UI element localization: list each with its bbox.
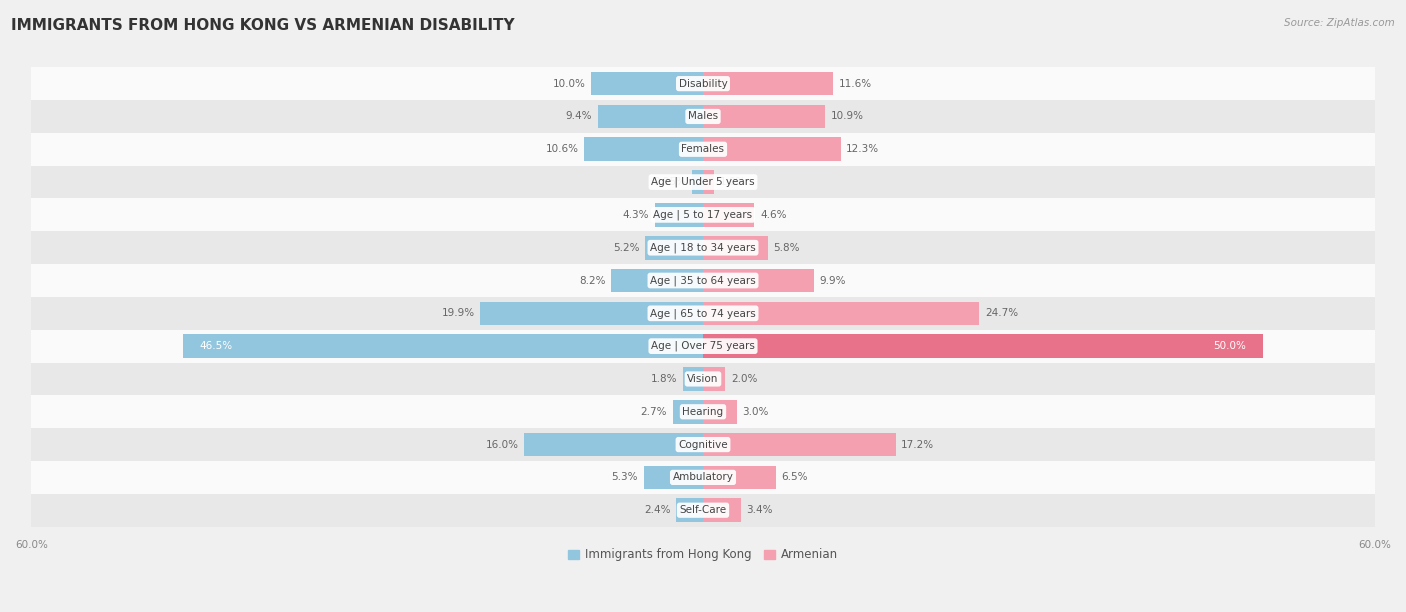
Bar	[31, 395, 1375, 428]
Text: Vision: Vision	[688, 374, 718, 384]
Text: 12.3%: 12.3%	[846, 144, 879, 154]
Text: 9.4%: 9.4%	[565, 111, 592, 121]
Text: 4.6%: 4.6%	[761, 210, 786, 220]
Text: Age | 35 to 64 years: Age | 35 to 64 years	[650, 275, 756, 286]
Text: 5.8%: 5.8%	[773, 243, 800, 253]
Text: 3.4%: 3.4%	[747, 505, 773, 515]
Bar	[31, 330, 1375, 362]
Bar	[31, 67, 1375, 100]
Text: 1.0%: 1.0%	[720, 177, 747, 187]
Text: 2.0%: 2.0%	[731, 374, 758, 384]
Text: 19.9%: 19.9%	[441, 308, 475, 318]
Text: 2.4%: 2.4%	[644, 505, 671, 515]
Bar	[703, 367, 725, 391]
Text: 8.2%: 8.2%	[579, 275, 606, 286]
Text: 11.6%: 11.6%	[838, 79, 872, 89]
Text: Females: Females	[682, 144, 724, 154]
Bar	[703, 302, 980, 325]
Bar	[31, 100, 1375, 133]
Bar	[644, 466, 703, 489]
Text: IMMIGRANTS FROM HONG KONG VS ARMENIAN DISABILITY: IMMIGRANTS FROM HONG KONG VS ARMENIAN DI…	[11, 18, 515, 34]
Bar	[703, 498, 741, 522]
Bar	[703, 269, 814, 293]
Text: 10.6%: 10.6%	[546, 144, 579, 154]
Bar	[598, 105, 703, 129]
Bar	[676, 498, 703, 522]
Bar	[703, 138, 841, 161]
Bar	[703, 170, 714, 194]
Text: Age | 5 to 17 years: Age | 5 to 17 years	[654, 210, 752, 220]
Text: Disability: Disability	[679, 79, 727, 89]
Legend: Immigrants from Hong Kong, Armenian: Immigrants from Hong Kong, Armenian	[562, 543, 844, 566]
Bar	[673, 400, 703, 424]
Text: 5.3%: 5.3%	[612, 472, 638, 482]
Bar	[703, 433, 896, 457]
Bar	[703, 466, 776, 489]
Text: Age | Over 75 years: Age | Over 75 years	[651, 341, 755, 351]
Bar	[692, 170, 703, 194]
Bar	[31, 461, 1375, 494]
Text: 10.0%: 10.0%	[553, 79, 585, 89]
Bar	[481, 302, 703, 325]
Text: 2.7%: 2.7%	[641, 407, 668, 417]
Text: Hearing: Hearing	[682, 407, 724, 417]
Text: 0.95%: 0.95%	[654, 177, 686, 187]
Text: 6.5%: 6.5%	[782, 472, 808, 482]
Text: Age | Under 5 years: Age | Under 5 years	[651, 177, 755, 187]
Bar	[31, 198, 1375, 231]
Bar	[31, 133, 1375, 166]
Text: Males: Males	[688, 111, 718, 121]
Bar	[703, 203, 755, 226]
Bar	[655, 203, 703, 226]
Text: Source: ZipAtlas.com: Source: ZipAtlas.com	[1284, 18, 1395, 28]
Text: 1.8%: 1.8%	[651, 374, 678, 384]
Bar	[31, 428, 1375, 461]
Bar	[703, 400, 737, 424]
Bar	[703, 334, 1263, 358]
Text: 3.0%: 3.0%	[742, 407, 769, 417]
Bar	[703, 72, 832, 95]
Bar	[591, 72, 703, 95]
Text: 9.9%: 9.9%	[820, 275, 846, 286]
Bar	[31, 264, 1375, 297]
Text: 17.2%: 17.2%	[901, 439, 934, 450]
Bar	[703, 105, 825, 129]
Bar	[31, 166, 1375, 198]
Bar	[585, 138, 703, 161]
Text: Cognitive: Cognitive	[678, 439, 728, 450]
Text: 16.0%: 16.0%	[485, 439, 519, 450]
Text: 46.5%: 46.5%	[200, 341, 232, 351]
Text: 10.9%: 10.9%	[831, 111, 863, 121]
Bar	[524, 433, 703, 457]
Bar	[183, 334, 703, 358]
Text: 24.7%: 24.7%	[986, 308, 1018, 318]
Bar	[31, 297, 1375, 330]
Bar	[645, 236, 703, 259]
Text: Ambulatory: Ambulatory	[672, 472, 734, 482]
Text: 50.0%: 50.0%	[1213, 341, 1246, 351]
Bar	[31, 362, 1375, 395]
Bar	[683, 367, 703, 391]
Bar	[703, 236, 768, 259]
Text: Age | 18 to 34 years: Age | 18 to 34 years	[650, 242, 756, 253]
Text: 5.2%: 5.2%	[613, 243, 640, 253]
Bar	[612, 269, 703, 293]
Text: Age | 65 to 74 years: Age | 65 to 74 years	[650, 308, 756, 319]
Bar	[31, 231, 1375, 264]
Bar	[31, 494, 1375, 526]
Text: 4.3%: 4.3%	[623, 210, 650, 220]
Text: Self-Care: Self-Care	[679, 505, 727, 515]
